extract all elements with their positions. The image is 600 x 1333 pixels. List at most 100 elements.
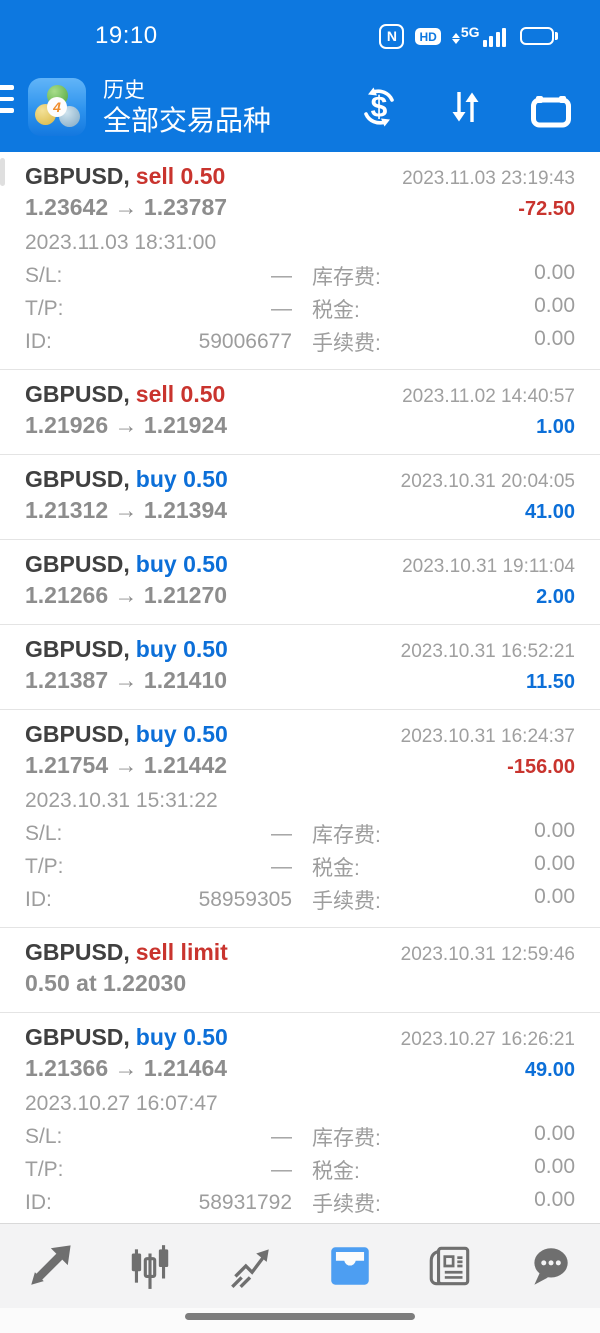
scrollbar-thumb[interactable] (0, 158, 5, 186)
trade-close-time: 2023.10.31 20:04:05 (400, 471, 575, 492)
trade-entry[interactable]: GBPUSD, buy 0.50 2023.10.31 16:52:21 1.21… (0, 625, 600, 710)
data-arrows-icon (451, 33, 460, 44)
detail-label: ID: (25, 1190, 52, 1214)
signal-bars-icon (482, 28, 506, 47)
tab-quotes[interactable] (0, 1224, 100, 1308)
trade-symbol: GBPUSD, (25, 721, 130, 747)
trade-close-time: 2023.10.31 16:24:37 (400, 726, 575, 747)
trade-entry[interactable]: GBPUSD, buy 0.50 2023.10.31 20:04:05 1.21… (0, 455, 600, 540)
detail-label: 库存费: (312, 265, 381, 289)
signal-5g-icon: 5G (451, 24, 506, 47)
detail-label: 税金: (312, 856, 360, 880)
trade-symbol: GBPUSD, (25, 636, 130, 662)
trade-entry[interactable]: GBPUSD, buy 0.50 2023.10.27 16:26:21 1.21… (0, 1013, 600, 1231)
history-list: GBPUSD, sell 0.50 2023.11.03 23:19:43 1.2… (0, 152, 600, 1231)
status-time: 19:10 (95, 22, 158, 49)
tab-history[interactable] (300, 1224, 400, 1308)
trade-detail-row: T/P: — 税金: 0.00 (25, 850, 575, 883)
trade-prices: 1.21366 → 1.21464 (25, 1055, 228, 1081)
trade-action: buy 0.50 (135, 466, 228, 492)
detail-label: 手续费: (312, 889, 381, 913)
detail-label: 税金: (312, 1159, 360, 1183)
trade-entry[interactable]: GBPUSD, buy 0.50 2023.10.31 19:11:04 1.21… (0, 540, 600, 625)
header-actions: $ (356, 84, 574, 130)
status-icons: N HD 5G (379, 23, 558, 49)
trade-title: GBPUSD, buy 0.50 (25, 721, 228, 748)
mt4-app-icon: 4 (28, 78, 86, 136)
tab-trade[interactable] (200, 1224, 300, 1308)
trade-profit: 2.00 (536, 586, 575, 608)
trade-title: GBPUSD, buy 0.50 (25, 636, 228, 663)
home-indicator[interactable] (185, 1313, 415, 1320)
trade-entry[interactable]: GBPUSD, buy 0.50 2023.10.31 16:24:37 1.21… (0, 710, 600, 928)
trade-prices: 0.50 at 1.22030 (25, 970, 187, 996)
detail-value: 0.00 (534, 818, 575, 842)
svg-text:$: $ (371, 91, 388, 124)
trade-close-time: 2023.10.27 16:26:21 (400, 1029, 575, 1050)
app-bar: 4 历史 全部交易品种 $ (0, 62, 600, 152)
calendar-button[interactable] (528, 84, 574, 130)
trade-detail-row: T/P: — 税金: 0.00 (25, 292, 575, 325)
news-icon (429, 1246, 470, 1286)
hamburger-menu-icon[interactable] (0, 85, 14, 113)
detail-value: 58931792 (198, 1190, 292, 1214)
charts-icon (131, 1245, 169, 1289)
detail-label: 手续费: (312, 1192, 381, 1216)
messages-icon (534, 1248, 568, 1285)
currency-swap-button[interactable]: $ (356, 84, 402, 130)
sort-button[interactable] (442, 84, 488, 130)
trade-detail-row: T/P: — 税金: 0.00 (25, 1153, 575, 1186)
network-type-label: 5G (460, 24, 480, 40)
header-titles: 历史 全部交易品种 (103, 77, 271, 138)
page-title: 历史 (103, 78, 145, 102)
trade-open-time: 2023.10.31 15:31:22 (25, 789, 218, 812)
detail-label: 税金: (312, 298, 360, 322)
battery-icon (520, 27, 558, 45)
trade-profit: 1.00 (536, 416, 575, 438)
trade-prices: 1.23642 → 1.23787 (25, 194, 228, 220)
trade-symbol: GBPUSD, (25, 163, 130, 189)
detail-value: 0.00 (534, 293, 575, 317)
trade-entry[interactable]: GBPUSD, sell 0.50 2023.11.03 23:19:43 1.2… (0, 152, 600, 370)
trade-prices: 1.21312 → 1.21394 (25, 497, 228, 523)
trade-close-time: 2023.10.31 19:11:04 (402, 556, 575, 577)
detail-value: — (271, 263, 292, 287)
trade-title: GBPUSD, sell 0.50 (25, 381, 225, 408)
trade-profit: -156.00 (507, 756, 575, 778)
detail-label: 库存费: (312, 1126, 381, 1150)
trade-detail-row: S/L: — 库存费: 0.00 (25, 259, 575, 292)
trade-open-time: 2023.10.27 16:07:47 (25, 1092, 218, 1115)
trade-symbol: GBPUSD, (25, 466, 130, 492)
trade-symbol: GBPUSD, (25, 939, 130, 965)
symbol-filter-label: 全部交易品种 (103, 104, 272, 136)
trade-open-time: 2023.11.03 18:31:00 (25, 231, 217, 254)
trade-action: buy 0.50 (135, 1024, 228, 1050)
trade-profit: 41.00 (524, 501, 575, 523)
trade-title: GBPUSD, sell 0.50 (25, 163, 225, 190)
tab-messages[interactable] (500, 1224, 600, 1308)
trade-entry[interactable]: GBPUSD, sell 0.50 2023.11.02 14:40:57 1.2… (0, 370, 600, 455)
trade-symbol: GBPUSD, (25, 551, 130, 577)
currency-swap-icon: $ (364, 87, 394, 127)
detail-value: — (271, 854, 292, 878)
trade-entry[interactable]: GBPUSD, sell limit 2023.10.31 12:59:46 0.… (0, 928, 600, 1013)
trade-symbol: GBPUSD, (25, 381, 130, 407)
detail-label: T/P: (25, 296, 64, 320)
nfc-icon: N (379, 23, 405, 49)
tab-news[interactable] (400, 1224, 500, 1308)
detail-value: 0.00 (534, 1187, 575, 1211)
trade-action: buy 0.50 (135, 636, 228, 662)
detail-value: 0.00 (534, 1121, 575, 1145)
detail-value: 0.00 (534, 884, 575, 908)
trade-close-time: 2023.11.03 23:19:43 (402, 168, 575, 189)
trade-action: sell 0.50 (135, 381, 226, 407)
tab-charts[interactable] (100, 1224, 200, 1308)
history-icon (331, 1247, 369, 1285)
trade-profit: 11.50 (526, 671, 575, 693)
trade-detail-row: ID: 58959305 手续费: 0.00 (25, 883, 575, 916)
detail-value: 58959305 (198, 887, 292, 911)
trade-prices: 1.21754 → 1.21442 (25, 752, 228, 778)
trade-title: GBPUSD, buy 0.50 (25, 1024, 228, 1051)
gesture-area (0, 1308, 600, 1333)
